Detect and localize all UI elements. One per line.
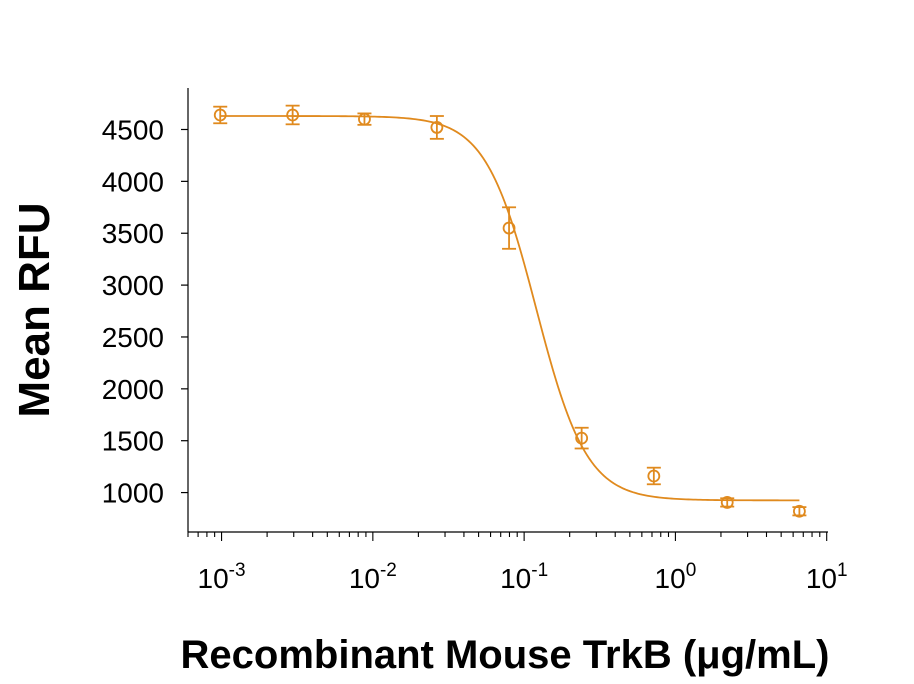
x-tick-label: 10-2	[349, 560, 397, 594]
point-marker	[575, 431, 589, 445]
data-point	[502, 206, 517, 250]
x-tick-label: 100	[655, 560, 697, 594]
point-marker	[720, 496, 734, 509]
point-marker	[647, 469, 661, 483]
x-axis-label: Recombinant Mouse TrkB (μg/mL)	[181, 633, 830, 677]
x-tick-label: 10-3	[198, 560, 246, 594]
y-tick-label: 1500	[102, 426, 164, 457]
x-tick-label: 101	[806, 560, 848, 594]
point-marker	[502, 221, 516, 235]
y-ticks: 1000 1500 2000 2500 3000 3500 4000 4500	[102, 114, 188, 509]
point-marker	[358, 112, 371, 126]
x-ticks: 10-3 10-2 10-1 100 101	[187, 532, 848, 594]
y-tick-label: 4000	[102, 166, 164, 197]
data-point	[574, 426, 589, 450]
y-tick-label: 3500	[102, 218, 164, 249]
axes	[187, 88, 828, 533]
data-point	[213, 105, 228, 125]
data-point	[429, 115, 444, 140]
y-tick-label: 1000	[102, 478, 164, 509]
data-point	[646, 466, 661, 486]
point-marker	[430, 121, 444, 134]
data-point	[357, 112, 372, 126]
y-tick-label: 2500	[102, 322, 164, 353]
y-tick-label: 4500	[102, 114, 164, 145]
data-point	[792, 504, 807, 518]
y-axis-label: Mean RFU	[10, 202, 59, 417]
point-marker	[213, 108, 227, 122]
points-layer	[213, 104, 807, 518]
y-tick-label: 3000	[102, 270, 164, 301]
data-point	[285, 104, 300, 126]
x-tick-label: 10-1	[500, 560, 548, 594]
point-marker	[792, 504, 806, 518]
data-point	[720, 496, 735, 509]
y-tick-label: 2000	[102, 374, 164, 405]
fit-curve	[220, 115, 800, 502]
point-marker	[286, 108, 300, 122]
fit-layer	[220, 115, 800, 502]
